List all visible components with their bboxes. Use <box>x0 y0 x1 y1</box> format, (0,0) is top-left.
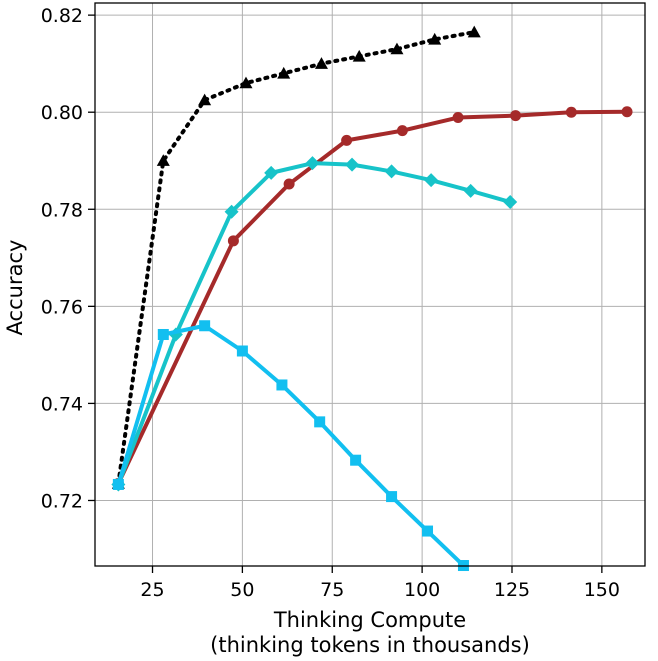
data-point-circle <box>396 125 408 137</box>
x-tick-label: 25 <box>140 579 164 601</box>
data-point-triangle <box>352 49 366 62</box>
series-diamond <box>111 156 518 492</box>
series-line <box>116 323 465 567</box>
data-point-square <box>314 416 326 428</box>
series-triangle <box>111 25 481 489</box>
data-point-square <box>236 345 248 357</box>
data-point-triangle <box>467 25 481 38</box>
ticks: 25 50 75 100 125 150 0.72 0.74 0.76 0.78 0.80 0.82 <box>41 5 620 601</box>
y-tick-label: 0.80 <box>41 102 83 124</box>
series-circle <box>112 106 633 489</box>
y-tick-label: 0.78 <box>41 199 83 221</box>
data-point-circle <box>452 112 464 124</box>
data-point-diamond <box>384 164 399 179</box>
data-point-square <box>199 320 211 332</box>
data-point-triangle <box>156 154 170 166</box>
data-point-triangle <box>428 32 442 45</box>
data-point-triangle <box>390 42 404 55</box>
data-point-circle <box>510 110 522 122</box>
data-point-diamond <box>503 194 518 209</box>
data-point-square <box>386 491 398 503</box>
data-point-diamond <box>424 173 439 188</box>
x-tick-label: 50 <box>230 579 254 601</box>
data-point-circle <box>621 106 633 118</box>
x-tick-label: 100 <box>404 579 440 601</box>
y-tick-label: 0.82 <box>41 5 83 27</box>
data-point-diamond <box>264 165 279 180</box>
data-point-circle <box>341 134 353 146</box>
data-point-square <box>350 454 362 466</box>
y-tick-label: 0.74 <box>41 393 83 415</box>
x-tick-label: 75 <box>320 579 344 601</box>
data-point-triangle <box>198 93 212 106</box>
series-layer <box>111 25 633 572</box>
grid <box>95 3 645 566</box>
x-tick-label: 125 <box>494 579 530 601</box>
y-tick-label: 0.76 <box>41 296 83 318</box>
y-axis-label: Accuracy <box>3 240 27 336</box>
data-point-square <box>157 328 169 340</box>
data-point-diamond <box>224 204 239 219</box>
series-line <box>116 30 477 486</box>
x-tick-label: 150 <box>584 579 620 601</box>
data-point-circle <box>283 178 295 190</box>
data-point-triangle <box>314 57 328 69</box>
data-point-square <box>422 525 434 537</box>
data-point-triangle <box>239 76 253 89</box>
plot-frame <box>94 2 646 567</box>
data-point-square <box>276 379 288 391</box>
y-tick-label: 0.72 <box>41 490 83 512</box>
data-point-square <box>112 478 124 490</box>
data-point-diamond <box>345 157 360 172</box>
x-axis-label: Thinking Compute <box>273 608 466 632</box>
data-point-diamond <box>305 156 320 171</box>
data-point-diamond <box>463 183 478 198</box>
x-axis-label-subtitle: (thinking tokens in thousands) <box>210 633 530 657</box>
data-point-circle <box>565 106 577 118</box>
series-line <box>116 161 511 486</box>
data-point-circle <box>227 235 239 247</box>
data-point-triangle <box>277 66 291 79</box>
